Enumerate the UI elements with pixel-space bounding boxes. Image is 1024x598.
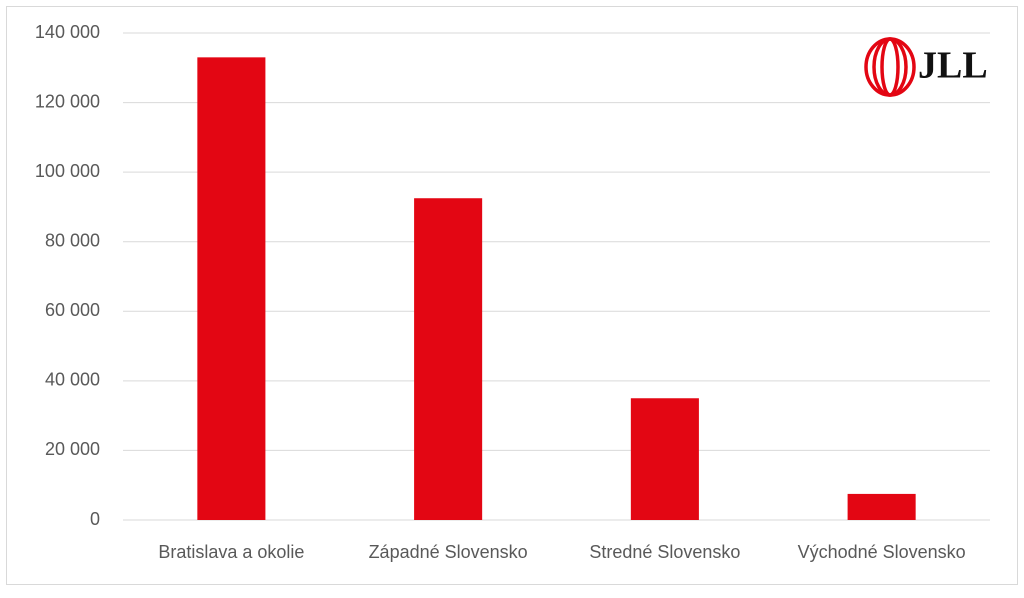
y-tick-label: 60 000 xyxy=(45,300,100,320)
y-tick-label: 120 000 xyxy=(35,91,100,111)
y-tick-label: 80 000 xyxy=(45,230,100,250)
bar xyxy=(197,57,266,520)
x-tick-label: Západné Slovensko xyxy=(369,542,528,562)
y-tick-label: 140 000 xyxy=(35,22,100,42)
x-tick-label: Východné Slovensko xyxy=(798,542,966,562)
logo-icon xyxy=(864,37,916,97)
y-tick-label: 40 000 xyxy=(45,370,100,390)
x-tick-label: Bratislava a okolie xyxy=(158,542,304,562)
x-tick-label: Stredné Slovensko xyxy=(589,542,740,562)
y-tick-label: 0 xyxy=(90,509,100,529)
bar xyxy=(414,198,483,520)
logo: JLL xyxy=(864,37,988,97)
bar xyxy=(847,493,916,520)
y-tick-label: 100 000 xyxy=(35,161,100,181)
bar xyxy=(630,398,699,520)
logo-text: JLL xyxy=(918,45,988,87)
y-tick-label: 20 000 xyxy=(45,439,100,459)
